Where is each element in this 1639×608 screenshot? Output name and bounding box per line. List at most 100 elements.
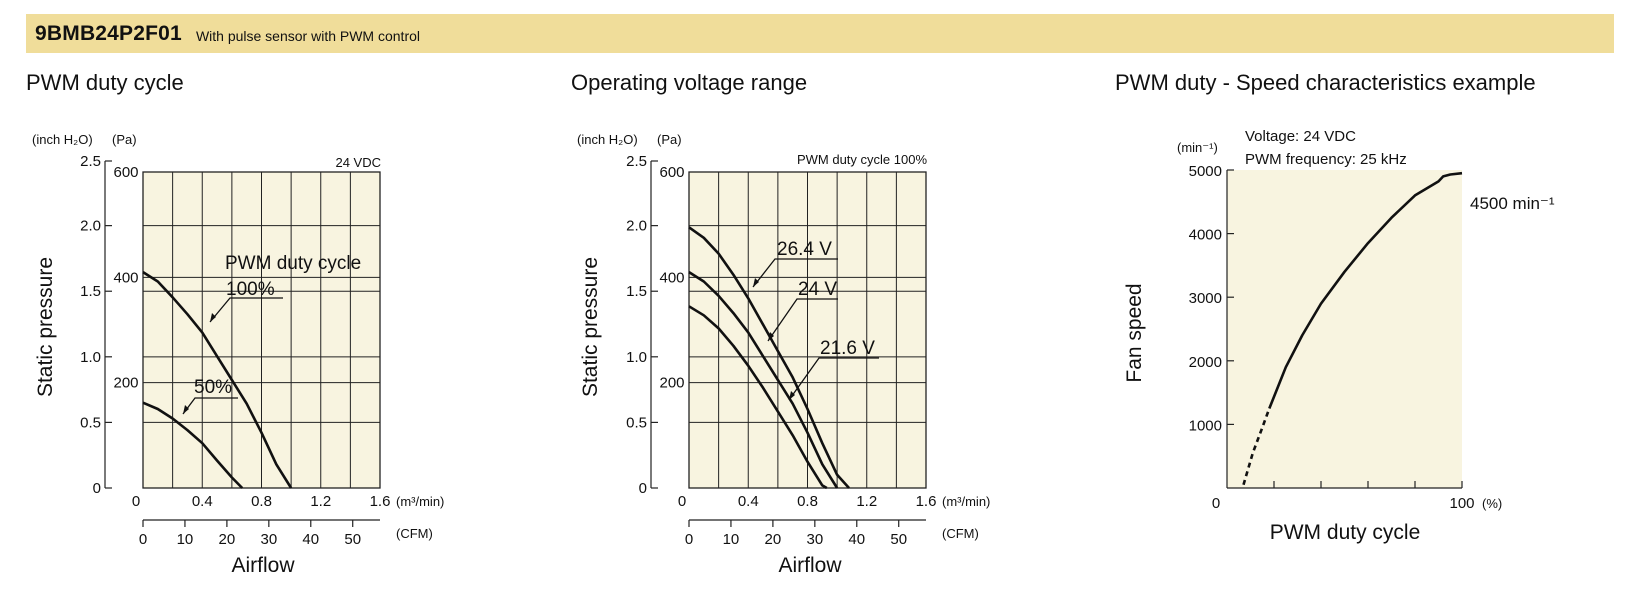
chart1-leader-50-arrow <box>183 405 189 414</box>
chart3-x-unit: (%) <box>1482 496 1502 511</box>
chart2-series-line <box>688 271 839 489</box>
chart2-leader-264 <box>752 258 838 288</box>
chart1-y-unit: (Pa) <box>112 132 137 147</box>
chart2-y2tick-label: 1.5 <box>626 283 647 300</box>
chart2-x2tick-label: 30 <box>806 531 823 548</box>
chart1-condition: 24 VDC <box>335 155 381 170</box>
chart1-y2tick-label: 0 <box>93 480 101 497</box>
chart2-leader-264-arrow <box>753 278 759 287</box>
chart1-xtick-label: 0 <box>132 493 140 510</box>
chart3-plot-bg <box>1227 170 1462 488</box>
chart2-x2tick-label: 0 <box>685 531 693 548</box>
chart1-xlabel: Airflow <box>231 554 295 577</box>
chart1-plot-frame <box>142 171 381 489</box>
chart2-title: Operating voltage range <box>571 70 807 95</box>
chart2-y2-unit: (inch H₂O) <box>577 132 638 147</box>
model-banner: 9BMB24P2F01 With pulse sensor with PWM c… <box>26 14 1614 53</box>
chart1-x2tick-label: 30 <box>260 531 277 548</box>
chart3-condition-frequency: PWM frequency: 25 kHz <box>1245 151 1407 168</box>
chart1: 200 400 600 0 0.5 1.0 1.5 2.0 2.5 0 0.4 0.8 1.2 1.6 0 1… <box>80 153 390 548</box>
chart1-xtick-label: 1.2 <box>310 493 331 510</box>
chart2-label-264: 26.4 V <box>777 239 832 260</box>
chart3-ytick-label: 1000 <box>1189 417 1222 434</box>
chart3-ytick-label: 5000 <box>1189 163 1222 180</box>
chart1-x-unit: (m³/min) <box>396 494 444 509</box>
chart2-x2tick-label: 50 <box>890 531 907 548</box>
chart2-leader-216 <box>788 357 879 401</box>
chart2-x-unit: (m³/min) <box>942 494 990 509</box>
chart2-label-216: 21.6 V <box>820 338 875 359</box>
chart3-condition-voltage: Voltage: 24 VDC <box>1245 128 1356 145</box>
chart1-ytick-label: 600 <box>113 164 138 181</box>
chart3: 1000 2000 3000 4000 5000 0 100 <box>1189 163 1475 512</box>
chart2-x2tick-label: 20 <box>765 531 782 548</box>
chart2-xtick-label: 1.6 <box>916 493 937 510</box>
chart2-y2tick-label: 2.5 <box>626 153 647 170</box>
chart1-xtick-label: 0.4 <box>192 493 213 510</box>
chart3-ytick-label: 4000 <box>1189 227 1222 244</box>
chart1-label-50: 50% <box>194 377 232 398</box>
chart1-y2tick-label: 1.0 <box>80 349 101 366</box>
chart2-condition: PWM duty cycle 100% <box>797 152 927 167</box>
chart2-plot-frame <box>688 171 927 489</box>
chart2-ytick-label: 400 <box>659 269 684 286</box>
chart3-series-solid <box>1268 171 1463 409</box>
chart1-series-line <box>142 271 293 489</box>
chart1-ylabel: Static pressure <box>34 257 57 397</box>
chart2-series-line <box>688 305 828 490</box>
model-description: With pulse sensor with PWM control <box>195 27 421 44</box>
chart1-y2tick-label: 2.0 <box>80 218 101 235</box>
chart2-xlabel: Airflow <box>778 554 842 577</box>
chart2-y2tick-label: 0 <box>639 480 647 497</box>
chart1-x2tick-label: 0 <box>139 531 147 548</box>
chart1-ytick-label: 200 <box>113 375 138 392</box>
chart2-ylabel: Static pressure <box>579 257 602 397</box>
chart1-x2-unit: (CFM) <box>396 526 433 541</box>
chart1-xtick-label: 1.6 <box>370 493 391 510</box>
chart2-ytick-label: 200 <box>659 375 684 392</box>
chart1-leader-100-arrow <box>210 313 216 322</box>
chart1-y2tick-label: 1.5 <box>80 283 101 300</box>
chart2-label-24: 24 V <box>798 279 837 300</box>
chart2-leader-24-arrow <box>768 332 774 341</box>
chart2-y2tick-label: 2.0 <box>626 218 647 235</box>
chart2-x2tick-label: 40 <box>848 531 865 548</box>
chart1-y2-unit: (inch H₂O) <box>32 132 93 147</box>
chart1-x2tick-label: 50 <box>344 531 361 548</box>
chart3-y-unit: (min⁻¹) <box>1177 140 1218 155</box>
chart1-y2tick-label: 0.5 <box>80 414 101 431</box>
chart2-xtick-label: 0.4 <box>738 493 759 510</box>
chart3-xtick-label: 0 <box>1212 495 1220 512</box>
chart2-y2tick-label: 1.0 <box>626 349 647 366</box>
chart2-y-unit: (Pa) <box>657 132 682 147</box>
chart2: 200 400 600 0 0.5 1.0 1.5 2.0 2.5 0 0.4 0.8 1.2 1.6 0 1… <box>626 153 936 548</box>
chart1-y2tick-label: 2.5 <box>80 153 101 170</box>
chart2-ytick-label: 600 <box>659 164 684 181</box>
chart3-xlabel: PWM duty cycle <box>1270 521 1421 544</box>
chart2-x2-unit: (CFM) <box>942 526 979 541</box>
chart2-y2tick-label: 0.5 <box>626 414 647 431</box>
chart2-xtick-label: 0 <box>678 493 686 510</box>
chart3-series-dashed <box>1242 408 1271 486</box>
chart1-series-line <box>142 401 244 489</box>
chart3-end-label: 4500 min⁻¹ <box>1470 194 1555 213</box>
chart1-x2tick-label: 10 <box>177 531 194 548</box>
chart1-xtick-label: 0.8 <box>251 493 272 510</box>
chart3-ytick-label: 3000 <box>1189 290 1222 307</box>
chart2-xtick-label: 1.2 <box>856 493 877 510</box>
chart3-ytick-label: 2000 <box>1189 354 1222 371</box>
chart1-label-100: 100% <box>226 279 275 300</box>
chart1-leader-100 <box>209 297 283 323</box>
chart1-title: PWM duty cycle <box>26 70 184 95</box>
chart1-x2tick-label: 20 <box>219 531 236 548</box>
chart3-ylabel: Fan speed <box>1123 283 1146 382</box>
chart2-leader-24 <box>767 298 838 342</box>
chart3-title: PWM duty - Speed characteristics example <box>1115 70 1536 95</box>
chart1-annotation-header: PWM duty cycle <box>225 253 361 274</box>
model-number: 9BMB24P2F01 <box>35 21 182 45</box>
chart2-leader-216-arrow <box>789 391 795 400</box>
chart2-xtick-label: 0.8 <box>797 493 818 510</box>
chart1-x2tick-label: 40 <box>302 531 319 548</box>
chart2-x2tick-label: 10 <box>723 531 740 548</box>
